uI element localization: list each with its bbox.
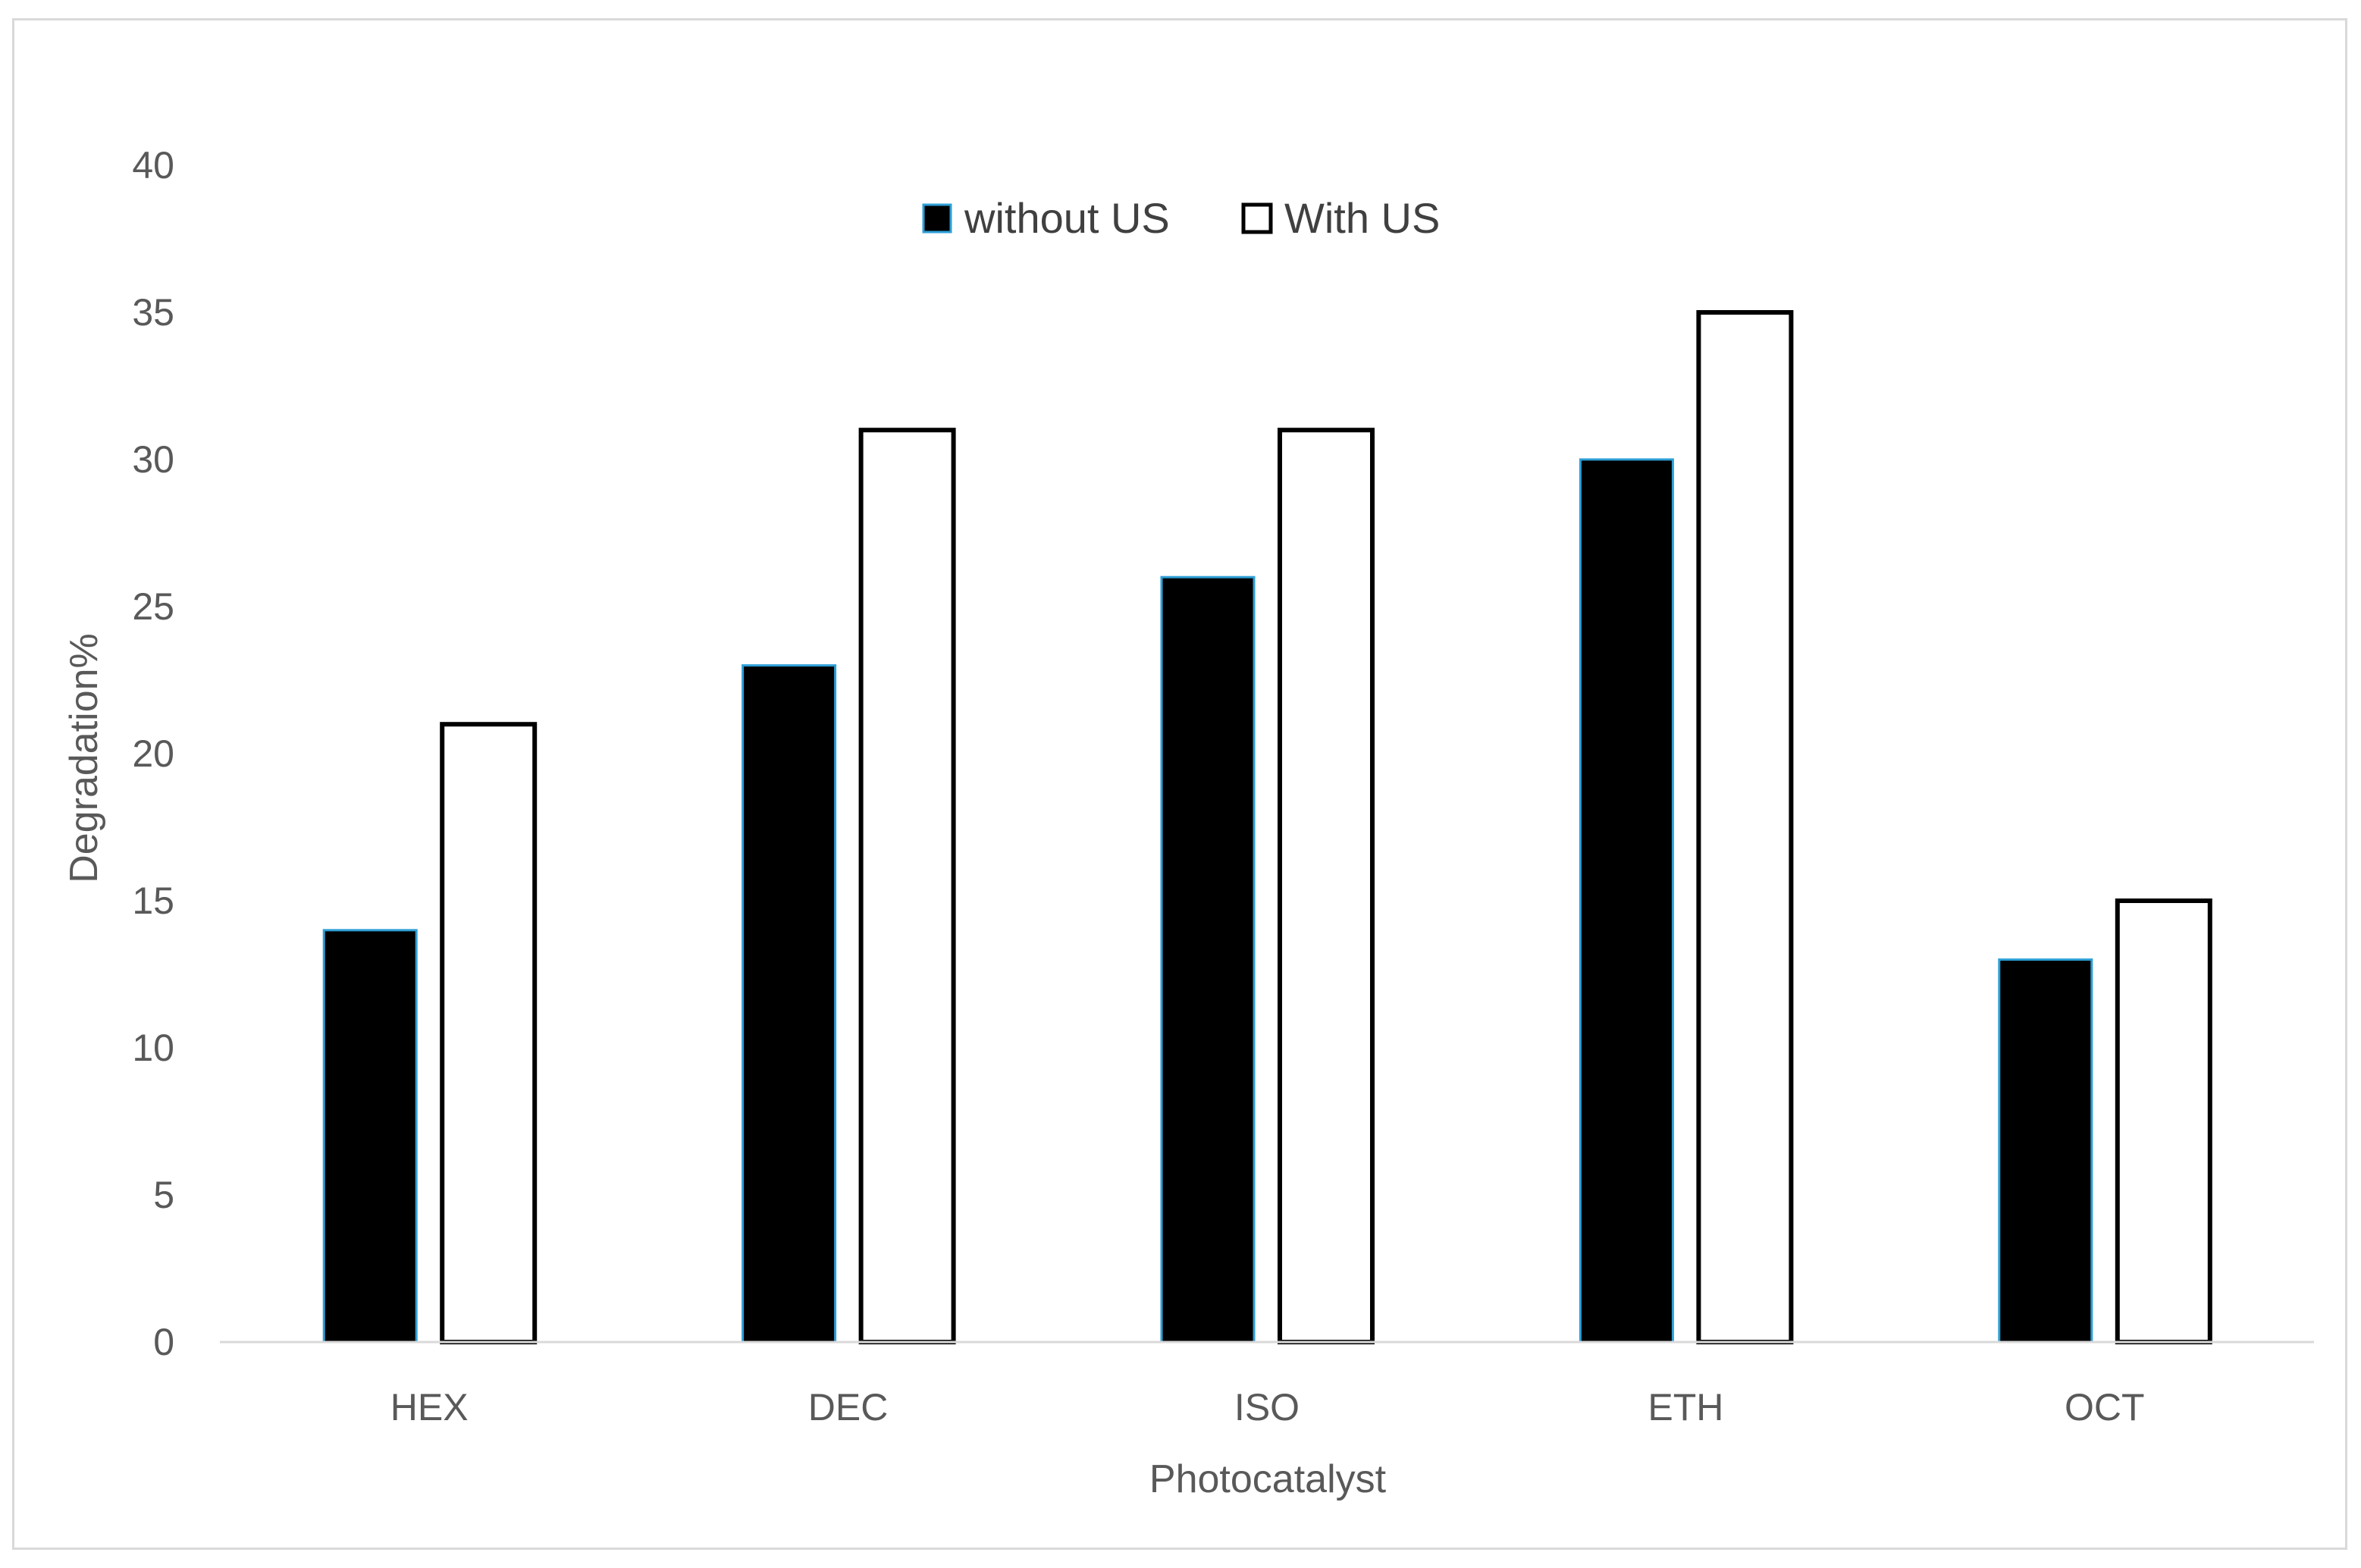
bar-without-us-eth bbox=[1579, 458, 1674, 1344]
legend-label-with-us: With US bbox=[1284, 194, 1440, 242]
y-tick-label: 30 bbox=[132, 438, 174, 481]
x-tick-label: ISO bbox=[1234, 1386, 1300, 1428]
bar-with-us-iso bbox=[1278, 428, 1375, 1345]
y-tick-label: 0 bbox=[153, 1321, 174, 1363]
x-tick-label: ETH bbox=[1648, 1386, 1723, 1428]
y-tick-label: 25 bbox=[132, 585, 174, 628]
bar-without-us-iso bbox=[1160, 575, 1256, 1344]
x-axis-title: Photocatalyst bbox=[1149, 1457, 1387, 1501]
bar-with-us-dec bbox=[858, 428, 956, 1345]
x-tick-label: DEC bbox=[808, 1386, 889, 1428]
bars bbox=[322, 310, 2212, 1345]
y-tick-label: 40 bbox=[132, 144, 174, 187]
x-tick-label: OCT bbox=[2065, 1386, 2145, 1428]
bar-without-us-hex bbox=[322, 929, 418, 1344]
y-tick-label: 15 bbox=[132, 880, 174, 922]
legend-swatch-with-us bbox=[1241, 202, 1273, 234]
y-tick-label: 20 bbox=[132, 732, 174, 775]
legend-swatch-without-us bbox=[922, 203, 952, 234]
bar-with-us-eth bbox=[1696, 310, 1794, 1344]
bar-with-us-hex bbox=[440, 722, 538, 1344]
y-tick-label: 10 bbox=[132, 1027, 174, 1069]
bar-with-us-oct bbox=[2115, 898, 2212, 1344]
bar-without-us-dec bbox=[742, 664, 837, 1344]
x-tick-label: HEX bbox=[390, 1386, 469, 1428]
x-axis-ticks: HEX DEC ISO ETH OCT bbox=[390, 1386, 2145, 1428]
y-tick-label: 5 bbox=[153, 1174, 174, 1216]
legend-label-without-us: without US bbox=[964, 194, 1170, 242]
y-tick-label: 35 bbox=[132, 291, 174, 334]
legend: without US With US bbox=[922, 194, 1440, 242]
bar-without-us-oct bbox=[1998, 958, 2093, 1344]
y-axis-title: Degradation% bbox=[62, 633, 106, 883]
y-axis-ticks: 0 5 10 15 20 25 30 35 40 bbox=[132, 144, 174, 1363]
